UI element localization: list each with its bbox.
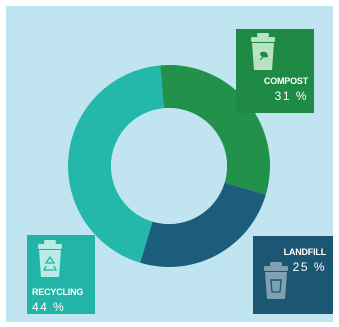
compost-percent-label: 31 % [274,89,308,103]
landfill-category-label: LANDFILL [283,247,327,257]
recycling-label-box: RECYCLING 44 % [27,235,95,314]
compost-label-box: COMPOST 31 % [236,29,314,113]
landfill-percent-label: 25 % [292,260,326,274]
compost-bin-icon [251,33,275,70]
recycling-bin-icon [38,240,62,277]
landfill-label-box: LANDFILL 25 % [253,236,333,314]
recycling-percent-label: 44 % [32,300,66,314]
recycling-category-label: RECYCLING [32,287,84,297]
donut-slice-landfill [140,182,266,267]
waste-breakdown-chart: COMPOST 31 % LANDFILL 25 % RECYCLING 44 … [6,6,333,322]
compost-category-label: COMPOST [263,76,308,86]
donut-slice-recycling [68,65,164,263]
donut-hole [111,108,227,224]
landfill-bin-icon [264,262,288,299]
